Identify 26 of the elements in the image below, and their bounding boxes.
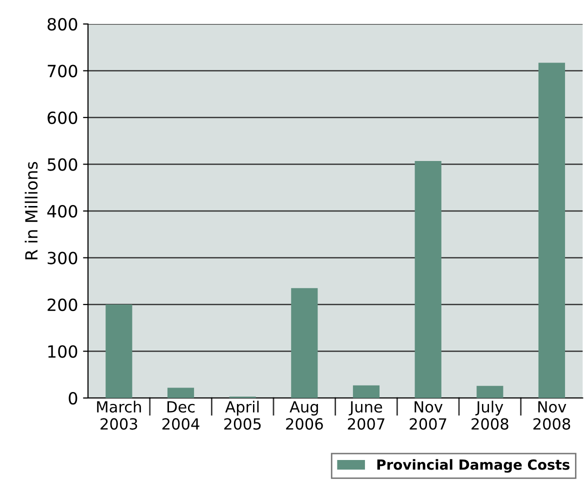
x-tick-label: April 2005	[224, 400, 261, 430]
bar	[106, 304, 132, 398]
bar	[476, 386, 504, 398]
bar	[352, 385, 380, 398]
bar	[291, 288, 318, 398]
y-tick-label: 200	[48, 298, 78, 312]
y-axis-title: R in Millions	[24, 162, 38, 260]
y-tick-label: 500	[48, 158, 78, 171]
x-tick-label: Dec 2004	[162, 401, 200, 430]
y-tick-label: 300	[48, 252, 78, 264]
y-tick-label: 400	[47, 204, 78, 218]
y-tick-label: 100	[48, 345, 78, 358]
y-tick-label: 800	[48, 18, 78, 31]
x-tick-label: July 2008	[472, 400, 508, 430]
bar	[538, 62, 566, 398]
x-tick-label: March 2003	[97, 400, 141, 430]
x-tick-label: Nov 2007	[410, 401, 446, 430]
bar	[167, 388, 194, 398]
y-tick-label: 700	[48, 64, 78, 78]
x-tick-label: Nov 2008	[533, 401, 570, 430]
bar	[414, 160, 442, 398]
legend-label: Provincial Damage Costs	[377, 459, 570, 473]
x-tick-label: Aug 2006	[286, 401, 323, 430]
y-tick-label: 0	[68, 392, 78, 405]
y-tick-label: 600	[48, 111, 78, 124]
x-tick-label: June 2007	[348, 401, 384, 430]
